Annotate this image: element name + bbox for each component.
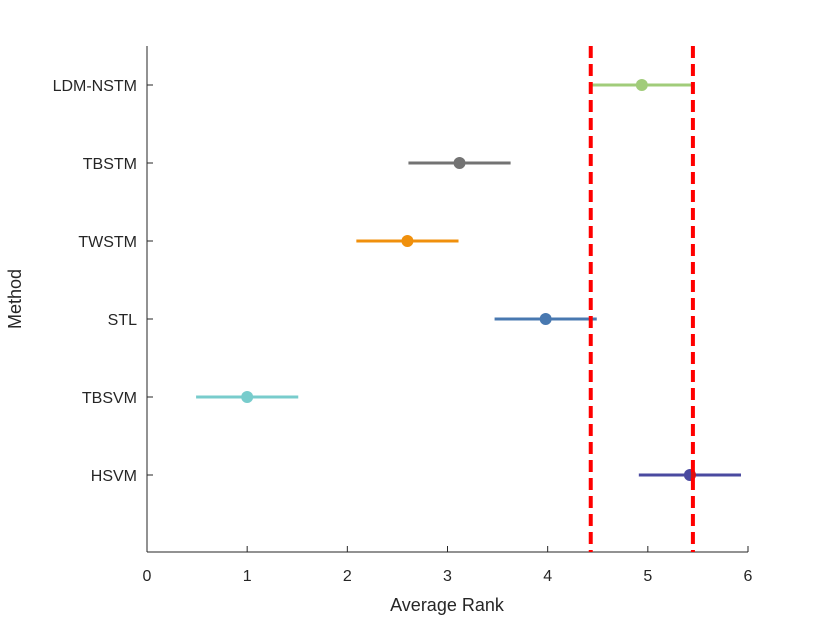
x-tick-label: 4 [543, 568, 552, 585]
y-tick-label: LDM-NSTM [53, 78, 137, 95]
x-tick-label: 5 [643, 568, 652, 585]
x-tick-label: 6 [744, 568, 753, 585]
y-axis-title: Method [5, 269, 25, 329]
y-tick-label: STL [108, 312, 137, 329]
y-tick-label: TBSVM [82, 390, 137, 407]
mean-marker-tbstm [453, 157, 466, 169]
mean-marker-tbsvm [241, 391, 254, 403]
y-ticks: LDM-NSTM TBSTM TWSTM STL TBSVM HSVM [53, 78, 153, 485]
marker-accent-hsvm [690, 469, 696, 481]
mean-marker-ldm-nstm [635, 79, 648, 91]
intervals [196, 79, 741, 481]
x-axis-title: Average Rank [390, 595, 505, 615]
x-ticks: 0 1 2 3 4 5 6 [143, 546, 753, 585]
y-tick-label: HSVM [91, 468, 137, 485]
x-tick-label: 2 [343, 568, 352, 585]
y-tick-label: TWSTM [78, 234, 137, 251]
x-tick-label: 3 [443, 568, 452, 585]
mean-marker-stl [539, 313, 552, 325]
x-tick-label: 1 [243, 568, 252, 585]
mean-marker-twstm [401, 235, 414, 247]
y-tick-label: TBSTM [83, 156, 137, 173]
x-tick-label: 0 [143, 568, 152, 585]
reference-lines [588, 46, 695, 552]
